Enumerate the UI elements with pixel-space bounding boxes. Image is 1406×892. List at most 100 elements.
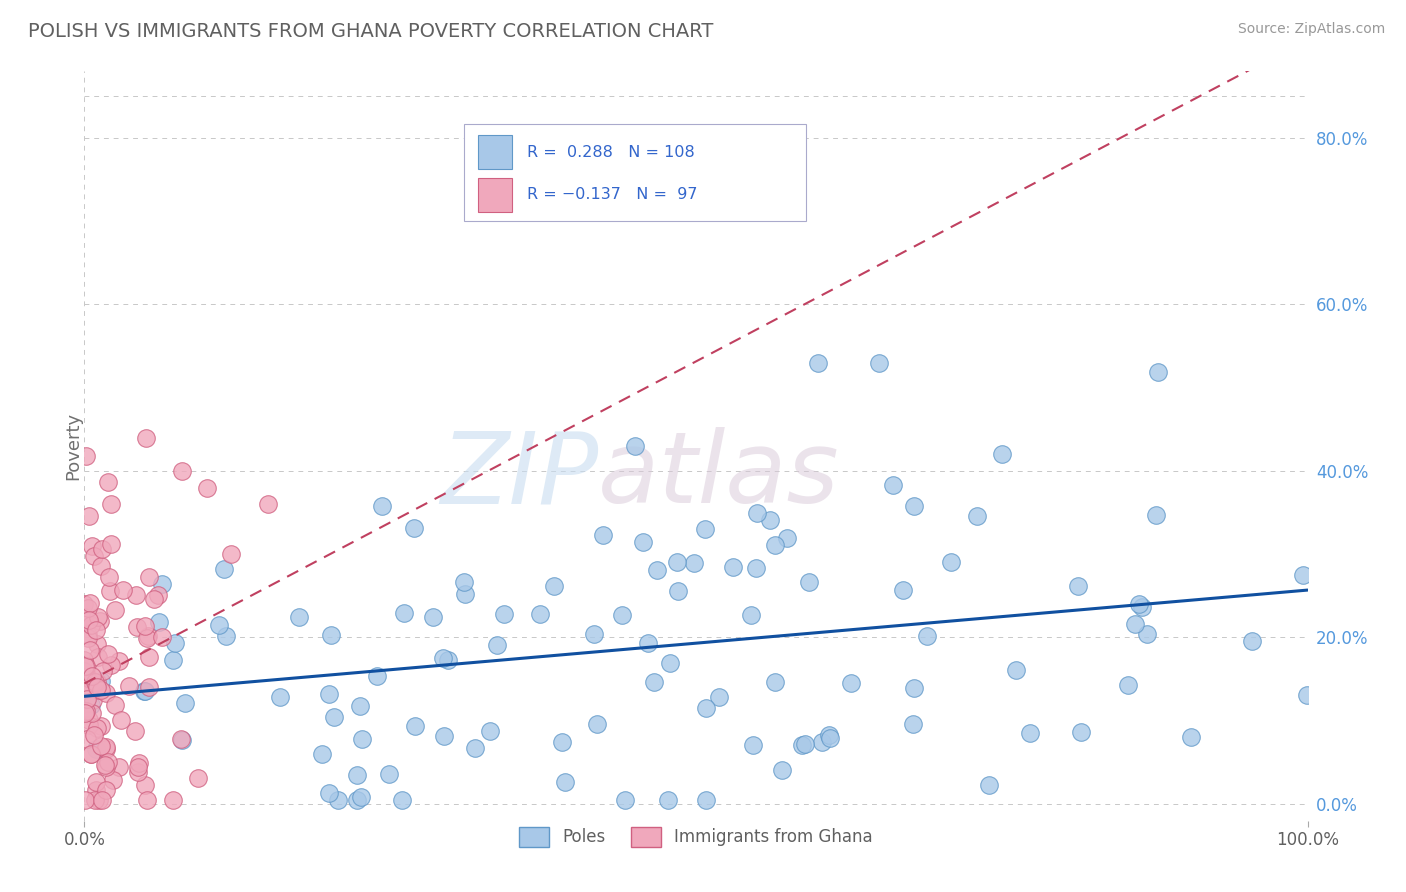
Point	[1070, 725, 1092, 739]
Point	[125, 619, 148, 633]
Text: R = −0.137   N =  97: R = −0.137 N = 97	[527, 187, 697, 202]
Point	[163, 636, 186, 650]
Point	[1292, 568, 1315, 582]
Point	[79, 672, 101, 686]
Point	[745, 561, 768, 575]
Point	[96, 739, 118, 754]
Point	[174, 697, 197, 711]
Point	[100, 537, 122, 551]
Point	[321, 627, 343, 641]
FancyBboxPatch shape	[478, 178, 513, 211]
Point	[80, 674, 103, 689]
Point	[73, 793, 96, 807]
Point	[136, 629, 159, 643]
Point	[693, 522, 716, 536]
Point	[86, 675, 108, 690]
Point	[432, 651, 454, 665]
Point	[172, 464, 194, 478]
Point	[112, 583, 135, 598]
Point	[138, 569, 160, 583]
Point	[79, 613, 101, 627]
Point	[695, 793, 717, 807]
Point	[269, 690, 291, 704]
Point	[135, 793, 157, 807]
Point	[613, 793, 636, 807]
Point	[75, 678, 97, 692]
Point	[582, 626, 605, 640]
Point	[84, 623, 107, 637]
Point	[328, 793, 350, 807]
Point	[75, 681, 97, 695]
Point	[378, 766, 401, 780]
Point	[127, 760, 149, 774]
Point	[73, 597, 96, 611]
Point	[118, 679, 141, 693]
Point	[134, 684, 156, 698]
Point	[1005, 663, 1028, 677]
Point	[187, 771, 209, 785]
Point	[891, 583, 914, 598]
Point	[84, 741, 107, 756]
Point	[991, 447, 1014, 461]
Point	[90, 793, 112, 807]
Point	[903, 499, 925, 513]
Point	[683, 556, 706, 570]
Point	[1128, 597, 1150, 611]
Point	[464, 741, 486, 756]
Point	[76, 692, 98, 706]
Point	[529, 607, 551, 621]
Point	[75, 659, 97, 673]
Point	[371, 499, 394, 513]
Text: atlas: atlas	[598, 427, 839, 524]
Point	[763, 538, 786, 552]
Point	[453, 587, 475, 601]
Y-axis label: Poverty: Poverty	[65, 412, 82, 480]
Point	[91, 542, 114, 557]
Point	[89, 793, 111, 807]
Point	[73, 610, 96, 624]
Point	[585, 717, 607, 731]
Point	[882, 478, 904, 492]
Point	[98, 584, 121, 599]
Point	[146, 588, 169, 602]
Point	[125, 588, 148, 602]
Point	[79, 747, 101, 762]
Point	[1180, 730, 1202, 744]
Point	[77, 628, 100, 642]
Point	[208, 617, 231, 632]
Point	[695, 701, 717, 715]
Point	[97, 756, 120, 770]
Point	[318, 786, 340, 800]
Point	[162, 793, 184, 807]
Point	[637, 636, 659, 650]
Point	[453, 575, 475, 590]
Point	[73, 664, 96, 678]
Point	[391, 793, 413, 807]
Point	[94, 782, 117, 797]
Point	[94, 742, 117, 756]
Point	[758, 513, 780, 527]
Point	[107, 654, 129, 668]
Point	[76, 601, 98, 615]
Legend: Poles, Immigrants from Ghana: Poles, Immigrants from Ghana	[513, 820, 879, 854]
Point	[287, 610, 309, 624]
Point	[138, 681, 160, 695]
Point	[162, 653, 184, 667]
Point	[77, 718, 100, 732]
Point	[84, 774, 107, 789]
Point	[1241, 634, 1264, 648]
Point	[939, 555, 962, 569]
Point	[127, 765, 149, 780]
Point	[152, 630, 174, 644]
Point	[799, 575, 821, 590]
Point	[839, 676, 862, 690]
Point	[100, 658, 122, 673]
Point	[214, 561, 236, 575]
Point	[148, 615, 170, 629]
Point	[104, 603, 127, 617]
Point	[624, 439, 647, 453]
Point	[219, 547, 242, 561]
Point	[643, 675, 665, 690]
Point	[138, 649, 160, 664]
Point	[80, 698, 103, 712]
